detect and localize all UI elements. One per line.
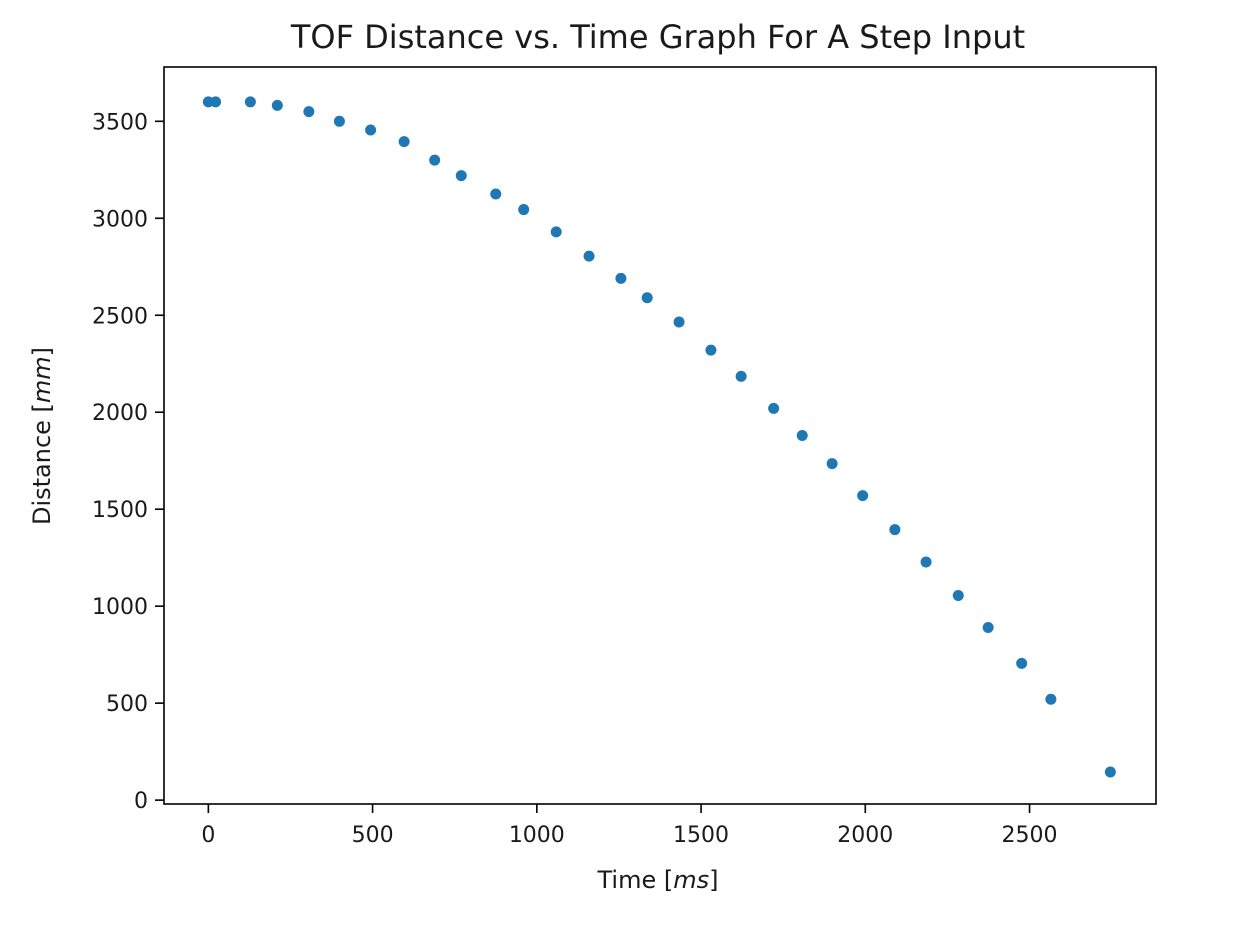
data-point (705, 344, 717, 356)
y-axis-label-prefix: Distance [ (28, 403, 56, 525)
y-tick-label: 2000 (92, 401, 148, 426)
data-points (202, 96, 1116, 778)
data-point (857, 490, 869, 502)
x-axis-label: Time [ms] (597, 866, 719, 894)
data-point (796, 430, 808, 441)
data-point (1104, 766, 1116, 778)
y-tick-label: 1000 (92, 595, 148, 620)
data-point (550, 226, 562, 238)
data-point (673, 316, 685, 328)
x-axis: 0 500 1000 1500 2000 2500 (201, 804, 1058, 848)
data-point (1045, 693, 1057, 705)
data-point (735, 370, 747, 382)
data-point (365, 124, 377, 136)
data-point (429, 154, 441, 166)
y-tick-label: 0 (134, 789, 148, 814)
y-tick-label: 1500 (92, 498, 148, 523)
x-tick-label: 500 (352, 823, 394, 848)
data-point (455, 170, 467, 182)
data-point (889, 524, 901, 536)
x-tick-label: 0 (201, 823, 215, 848)
y-axis-label-suffix: ] (28, 347, 56, 356)
data-point (333, 115, 345, 127)
x-axis-label-suffix: ] (709, 866, 718, 894)
y-axis-label: Distance [mm] (28, 347, 56, 525)
data-point (1016, 657, 1028, 669)
y-axis: 0 500 1000 1500 2000 2500 3000 3500 (92, 110, 164, 814)
data-point (518, 204, 530, 216)
data-point (303, 106, 315, 118)
y-tick-label: 500 (106, 692, 148, 717)
data-point (244, 96, 256, 108)
x-tick-label: 2000 (837, 823, 893, 848)
data-point (982, 622, 994, 634)
y-tick-label: 3000 (92, 207, 148, 232)
y-tick-label: 3500 (92, 110, 148, 135)
x-tick-label: 1500 (673, 823, 729, 848)
plot-frame (163, 66, 1157, 805)
x-axis-label-unit: ms (673, 866, 709, 894)
data-point (952, 590, 964, 602)
x-tick-label: 1000 (509, 823, 565, 848)
y-axis-label-unit: mm (28, 356, 56, 403)
y-tick-label: 2500 (92, 304, 148, 329)
data-point (583, 250, 595, 262)
data-point (490, 188, 502, 200)
data-point (271, 99, 283, 111)
x-tick-label: 2500 (1002, 823, 1058, 848)
data-point (768, 402, 780, 414)
chart-title: TOF Distance vs. Time Graph For A Step I… (290, 18, 1025, 56)
data-point (641, 292, 653, 304)
data-point (920, 556, 932, 568)
data-point (210, 96, 222, 108)
data-point (615, 272, 627, 284)
data-point (826, 458, 838, 470)
data-point (398, 136, 410, 148)
x-axis-label-prefix: Time [ (597, 866, 674, 894)
